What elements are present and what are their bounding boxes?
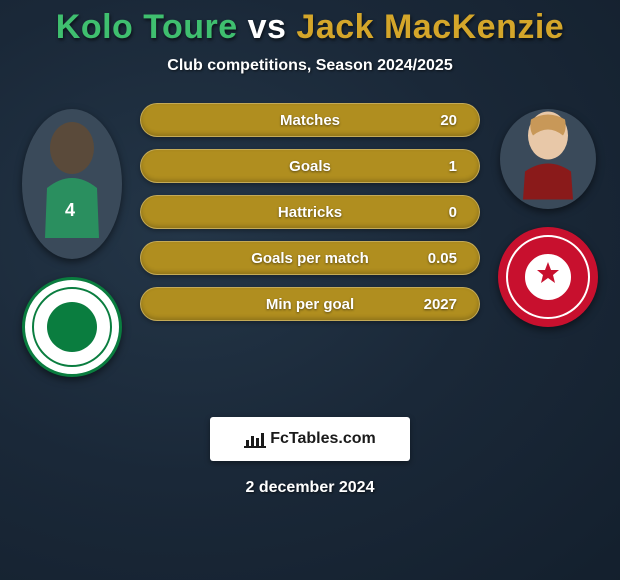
brand-logo: FcTables.com bbox=[210, 417, 410, 461]
stat-label: Goals per match bbox=[203, 250, 417, 267]
player2-column bbox=[498, 103, 598, 327]
subtitle: Club competitions, Season 2024/2025 bbox=[167, 57, 452, 75]
page-title: Kolo Toure vs Jack MacKenzie bbox=[56, 8, 564, 47]
player1-photo: 4 bbox=[22, 109, 122, 259]
stat-label: Min per goal bbox=[203, 296, 417, 313]
stat-label: Goals bbox=[203, 158, 417, 175]
stat-row: Goals 1 bbox=[140, 149, 480, 183]
stat-row: Min per goal 2027 bbox=[140, 287, 480, 321]
player1-club-crest bbox=[22, 277, 122, 377]
stat-value-right: 0 bbox=[417, 204, 457, 221]
player1-name: Kolo Toure bbox=[56, 8, 238, 46]
stat-value-right: 0.05 bbox=[417, 250, 457, 267]
brand-text: FcTables.com bbox=[270, 430, 376, 448]
stats-list: Matches 20 Goals 1 Hattricks 0 Goals per… bbox=[140, 103, 480, 321]
comparison-row: 4 Matches 20 Goals 1 bbox=[0, 103, 620, 377]
stat-row: Matches 20 bbox=[140, 103, 480, 137]
player1-column: 4 bbox=[22, 103, 122, 377]
date-text: 2 december 2024 bbox=[246, 479, 375, 497]
svg-text:4: 4 bbox=[65, 200, 75, 220]
player2-club-crest bbox=[498, 227, 598, 327]
stat-value-right: 2027 bbox=[417, 296, 457, 313]
stat-label: Matches bbox=[203, 112, 417, 129]
vs-text: vs bbox=[238, 8, 297, 46]
stat-row: Goals per match 0.05 bbox=[140, 241, 480, 275]
player2-name: Jack MacKenzie bbox=[296, 8, 564, 46]
chart-icon bbox=[244, 430, 266, 448]
player2-photo bbox=[500, 109, 596, 209]
stat-value-right: 20 bbox=[417, 112, 457, 129]
stat-label: Hattricks bbox=[203, 204, 417, 221]
stat-row: Hattricks 0 bbox=[140, 195, 480, 229]
stat-value-right: 1 bbox=[417, 158, 457, 175]
